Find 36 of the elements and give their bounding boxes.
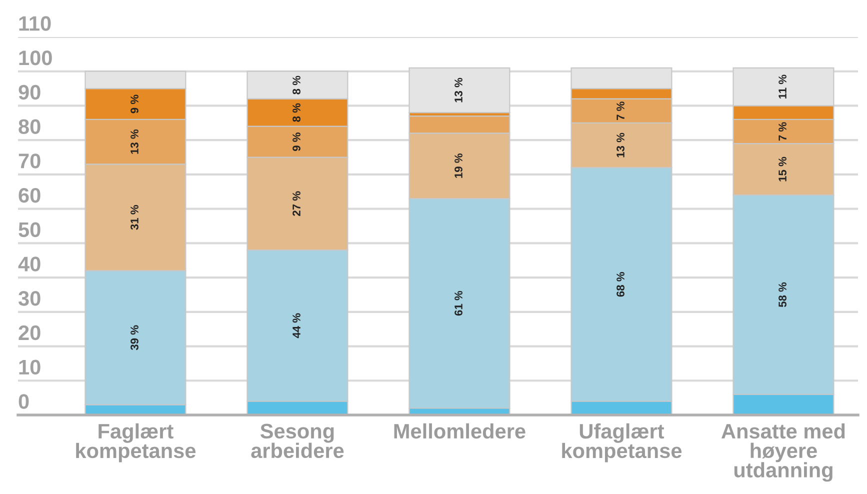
x-tick-label: Ufaglært kompetanse xyxy=(562,423,682,462)
data-label: 9 % xyxy=(292,132,300,151)
y-tick-label: 10 xyxy=(19,360,40,375)
y-tick-label: 20 xyxy=(18,325,40,340)
y-tick-label: 90 xyxy=(18,84,40,100)
y-tick-label: 110 xyxy=(19,16,51,31)
y-tick-label: 0 xyxy=(18,394,29,409)
data-label: 27 % xyxy=(292,191,300,216)
y-tick-label: 30 xyxy=(18,291,40,306)
data-label: 58 % xyxy=(778,282,786,308)
data-label: 61 % xyxy=(454,290,462,316)
data-label: 19 % xyxy=(454,153,462,178)
data-label: 31 % xyxy=(130,205,138,230)
data-label: 13 % xyxy=(454,78,462,102)
y-tick-label: 40 xyxy=(18,256,40,272)
data-label: 39 % xyxy=(130,325,138,350)
x-tick-label: Faglært kompetanse xyxy=(76,423,196,462)
data-label: 7 % xyxy=(616,102,624,120)
y-tick-label: 60 xyxy=(18,188,40,203)
y-tick-label: 70 xyxy=(18,154,40,168)
x-tick-label: Ansatte med høyere utdanning xyxy=(721,423,845,482)
y-tick-label: 80 xyxy=(18,119,40,134)
x-tick-label: Sesong arbeidere xyxy=(251,424,344,458)
data-label: 9 % xyxy=(130,94,138,114)
data-label: 8 % xyxy=(292,76,300,94)
data-label: 68 % xyxy=(616,272,624,297)
y-tick-label: 100 xyxy=(19,50,52,66)
data-label: 44 % xyxy=(292,313,300,338)
x-tick-label: Mellomledere xyxy=(394,423,526,439)
data-label: 13 % xyxy=(616,132,624,158)
data-label: 11 % xyxy=(778,74,786,98)
data-label: 8 % xyxy=(292,103,300,122)
data-label: 15 % xyxy=(778,156,786,182)
data-label: 7 % xyxy=(778,122,786,141)
data-label: 13 % xyxy=(130,129,138,154)
y-tick-label: 50 xyxy=(18,222,40,238)
